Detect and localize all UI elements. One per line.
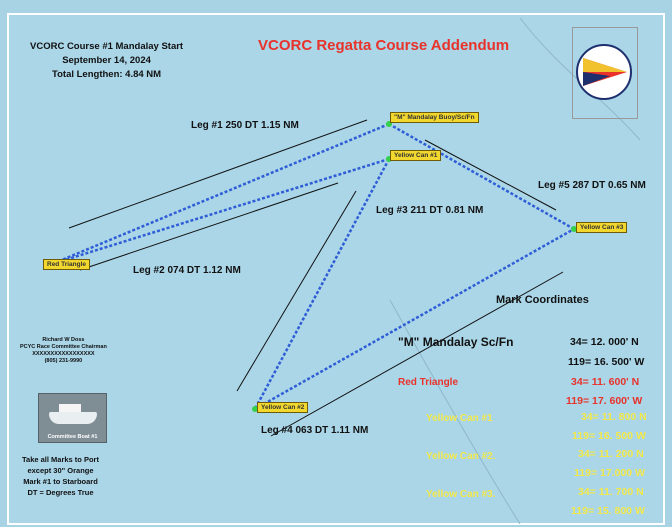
boat-hull <box>49 412 97 424</box>
course-length: Total Lengthen: 4.84 NM <box>52 69 162 80</box>
mark-label-red-triangle: Red Triangle <box>43 259 91 270</box>
course-line <box>51 157 390 266</box>
contact-role: PCYC Race Committee Chairman <box>20 344 107 350</box>
leg-5-label: Leg #5 287 DT 0.65 NM <box>538 180 646 191</box>
mark-point <box>252 406 258 412</box>
coord-lat-mandalay: 34= 12. 000' N <box>570 336 639 348</box>
coord-lat-yellow-can-3: 34= 11. 700 N <box>578 486 644 498</box>
leg-2-label: Leg #2 074 DT 1.12 NM <box>133 265 241 276</box>
coord-name-mandalay: "M" Mandalay Sc/Fn <box>398 335 514 349</box>
contact-phone: (805) 231-9990 <box>44 358 83 364</box>
coord-lon-yellow-can-3: 119= 15. 800 W <box>571 505 645 517</box>
contact-block: Richard W Doss PCYC Race Committee Chair… <box>20 337 107 365</box>
depth-contour <box>389 299 521 525</box>
coord-lon-yellow-can-2: 119= 17.000 W <box>574 467 645 479</box>
course-line <box>51 122 390 266</box>
leg-1-label: Leg #1 250 DT 1.15 NM <box>191 120 299 131</box>
course-line <box>388 122 575 231</box>
course-line <box>253 158 391 410</box>
coord-lon-yellow-can-1: 119= 16. 500 W <box>572 430 646 442</box>
instruction-line-3: Mark #1 to Starboard <box>23 477 98 486</box>
mark-label-yellow-can-1: Yellow Can #1 <box>390 150 442 161</box>
coordinates-heading: Mark Coordinates <box>496 294 589 306</box>
chart-border <box>7 13 665 525</box>
mark-label-mandalay: "M" Mandalay Buoy/Sc/Fn <box>390 112 479 123</box>
contact-name: Richard W Doss <box>42 337 85 343</box>
instruction-line-1: Take all Marks to Port <box>22 455 99 464</box>
coord-lat-yellow-can-1: 34= 11. 800 N <box>581 411 647 423</box>
coord-name-yellow-can-3: Yellow Can #3. <box>426 489 496 500</box>
bearing-guide-line <box>236 190 357 392</box>
course-instructions: Take all Marks to Port except 30" Orange… <box>22 454 99 498</box>
committee-boat-photo: Committee Boat #1 <box>38 393 107 443</box>
mark-label-yellow-can-3: Yellow Can #3 <box>576 222 628 233</box>
course-date: September 14, 2024 <box>62 55 151 66</box>
bearing-guide-line <box>424 139 557 211</box>
coord-name-yellow-can-1: Yellow Can #1 <box>426 413 493 424</box>
contact-email: XXXXXXXXXXXXXXXXX <box>32 351 95 357</box>
page-title: VCORC Regatta Course Addendum <box>258 37 510 54</box>
coord-name-red-triangle: Red Triangle <box>398 377 459 388</box>
boat-caption: Committee Boat #1 <box>47 434 98 440</box>
leg-3-label: Leg #3 211 DT 0.81 NM <box>376 205 484 216</box>
coord-lat-red-triangle: 34= 11. 600' N <box>571 376 640 388</box>
club-logo <box>572 27 638 119</box>
course-info: VCORC Course #1 Mandalay Start September… <box>30 40 183 82</box>
instruction-line-4: DT = Degrees True <box>27 488 94 497</box>
mark-point <box>571 226 577 232</box>
logo-burgee-stripe <box>583 58 627 72</box>
mark-label-yellow-can-2: Yellow Can #2 <box>257 402 309 413</box>
bearing-guide-line <box>79 182 339 271</box>
logo-burgee-stripe <box>583 72 610 86</box>
coord-lon-mandalay: 119= 16. 500' W <box>568 356 645 368</box>
bearing-guide-line <box>270 271 564 437</box>
instruction-line-2: except 30" Orange <box>27 466 94 475</box>
coord-lat-yellow-can-2: 34= 11. 200 N <box>578 448 644 460</box>
course-name: VCORC Course #1 Mandalay Start <box>30 41 184 52</box>
coord-lon-red-triangle: 119= 17. 600' W <box>566 395 643 407</box>
boat-cabin <box>59 404 81 413</box>
course-line <box>254 227 575 411</box>
bearing-guide-line <box>68 119 368 229</box>
leg-4-label: Leg #4 063 DT 1.11 NM <box>261 425 369 436</box>
coord-name-yellow-can-2: Yellow Can #2. <box>426 451 496 462</box>
